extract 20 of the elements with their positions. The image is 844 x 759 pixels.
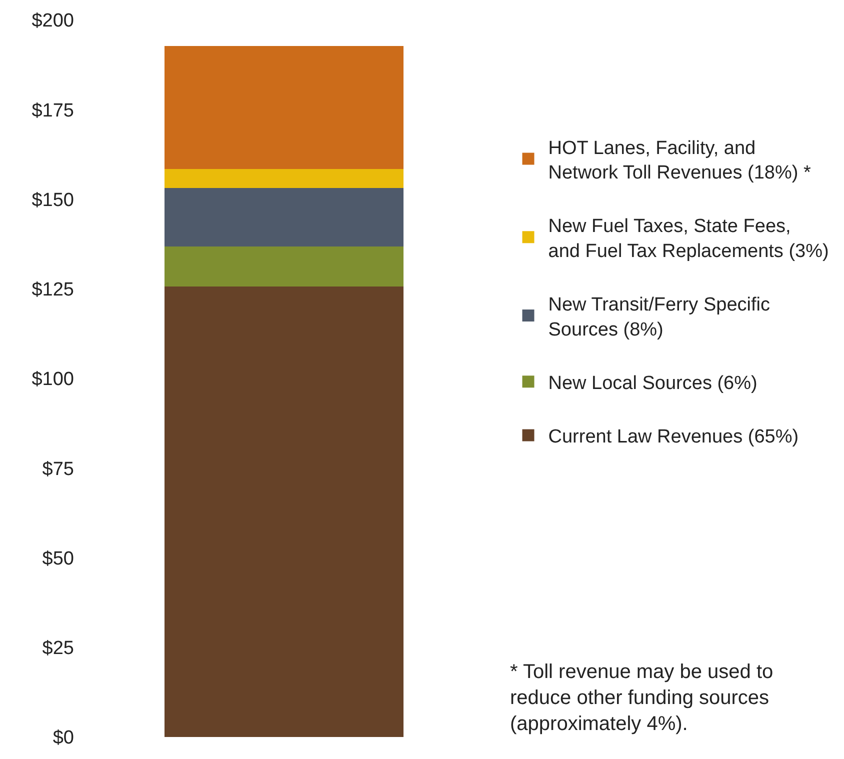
y-tick-label: $25 bbox=[42, 638, 74, 660]
y-tick-label: $125 bbox=[32, 280, 74, 301]
bar bbox=[164, 188, 404, 247]
bar bbox=[164, 286, 404, 737]
bar bbox=[164, 46, 404, 170]
y-tick-label: $0 bbox=[52, 728, 74, 749]
legend-label: HOT Lanes, Facility, and Network Toll Revenues (18%) * bbox=[548, 138, 812, 184]
bar bbox=[164, 169, 404, 188]
legend-label: New Fuel Taxes, State Fees, and Fuel Tax Replacements (3%) bbox=[548, 216, 829, 262]
y-tick-label: $75 bbox=[42, 458, 74, 480]
y-tick-label: $100 bbox=[32, 369, 74, 390]
legend-label: New Transit/Ferry Specific Sources (8%) bbox=[548, 294, 770, 340]
y-tick-label: $175 bbox=[32, 100, 74, 122]
legend-label: New Local Sources (6%) bbox=[548, 373, 758, 394]
y-tick-label: $50 bbox=[42, 548, 74, 570]
bar bbox=[164, 246, 404, 286]
text: * Toll revenue may be used to reduce other funding sources (approximately 4%). bbox=[510, 661, 774, 735]
legend-label: Current Law Revenues (65%) bbox=[548, 426, 799, 448]
y-tick-label: $200 bbox=[32, 10, 74, 32]
y-tick-label: $150 bbox=[32, 190, 74, 211]
